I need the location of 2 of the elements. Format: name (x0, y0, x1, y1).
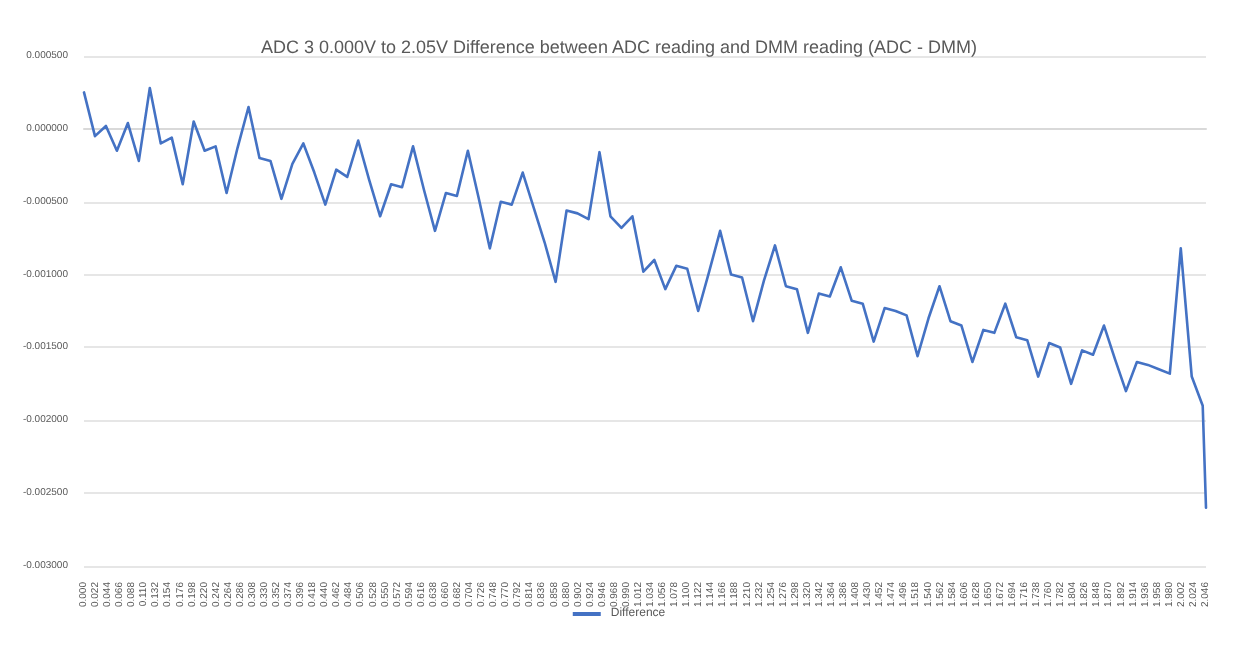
chart-title: ADC 3 0.000V to 2.05V Difference between ADC reading and DMM reading (ADC - DMM) (261, 37, 977, 57)
line-series (82, 86, 1208, 510)
